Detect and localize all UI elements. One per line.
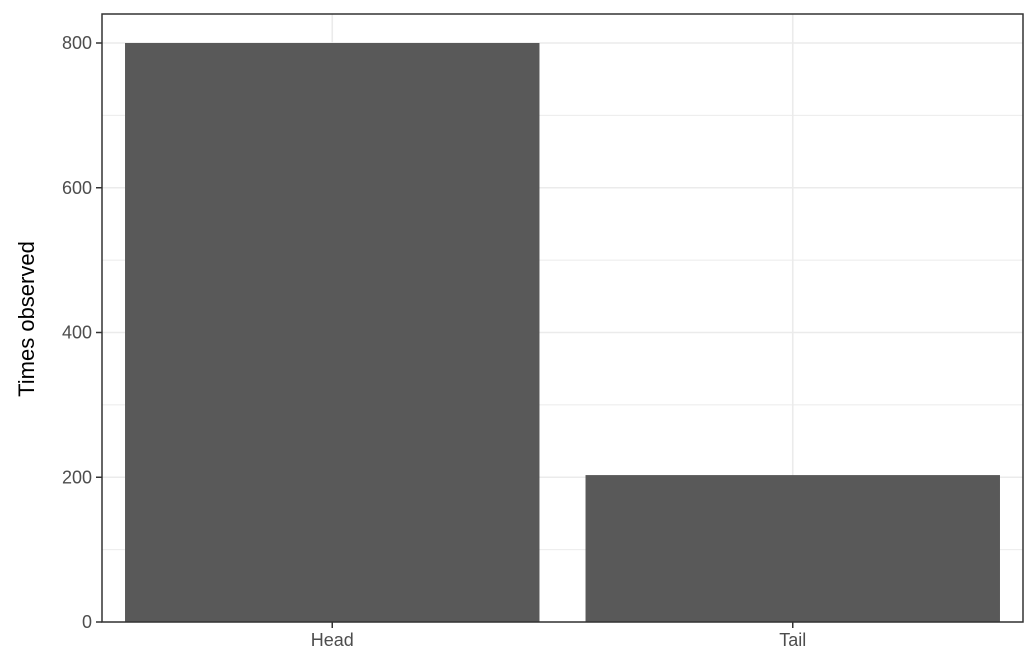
bar-head — [125, 43, 540, 622]
x-tick-label: Tail — [779, 630, 806, 650]
y-tick-label: 600 — [62, 178, 92, 198]
y-tick-label: 0 — [82, 612, 92, 632]
x-tick-label: Head — [311, 630, 354, 650]
panel-border — [101, 13, 1024, 623]
y-axis-title: Times observed — [14, 241, 39, 397]
bar-tail — [585, 475, 1000, 622]
y-tick-label: 200 — [62, 467, 92, 487]
y-tick-label: 400 — [62, 323, 92, 343]
y-tick-label: 800 — [62, 33, 92, 53]
axes: 0 200 400 600 800 Head Tail — [62, 33, 806, 650]
bars — [125, 43, 1000, 622]
